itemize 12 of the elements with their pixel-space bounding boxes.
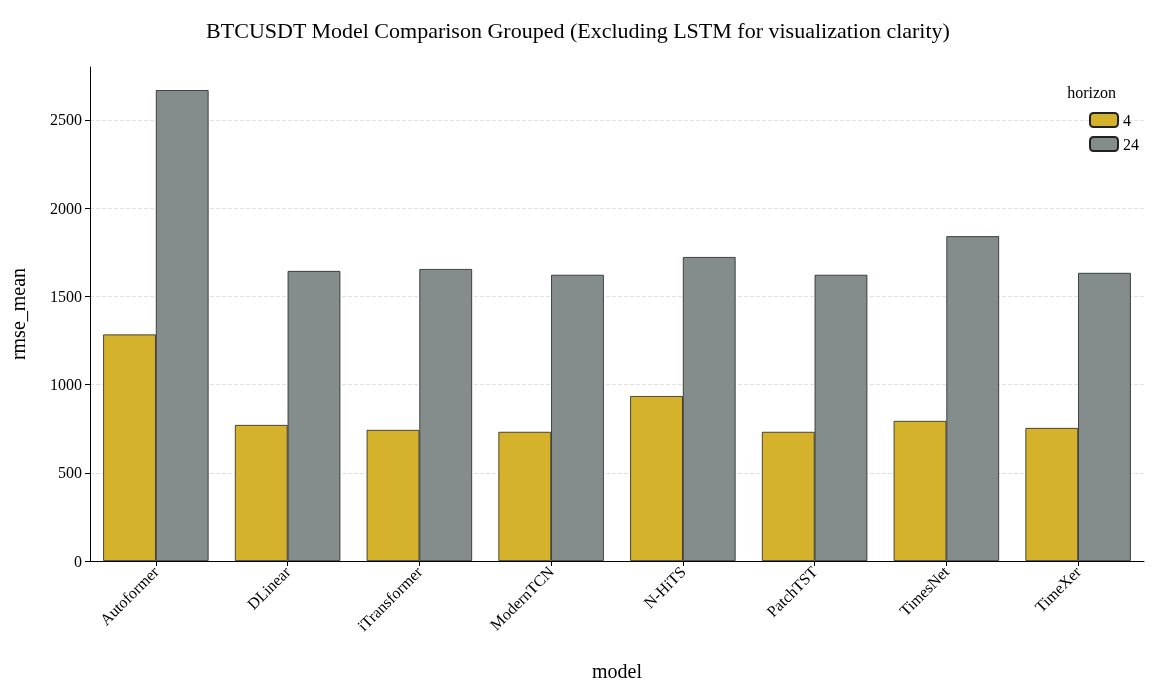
- y-axis-title: rmse_mean: [7, 267, 29, 361]
- legend-label: 4: [1123, 111, 1131, 129]
- legend-label: 24: [1123, 135, 1139, 153]
- x-axis-title: model: [592, 660, 643, 682]
- legend-title: horizon: [1067, 83, 1116, 101]
- y-tick-label: 1000: [50, 376, 82, 394]
- y-tick-label: 0: [74, 552, 82, 570]
- y-tick-label: 500: [58, 464, 82, 482]
- y-tick-label: 2500: [50, 111, 82, 129]
- y-tick-label: 2000: [50, 199, 82, 217]
- y-tick-label: 1500: [50, 287, 82, 305]
- chart-title: BTCUSDT Model Comparison Grouped (Excluding LSTM for visualization clarity): [206, 17, 950, 43]
